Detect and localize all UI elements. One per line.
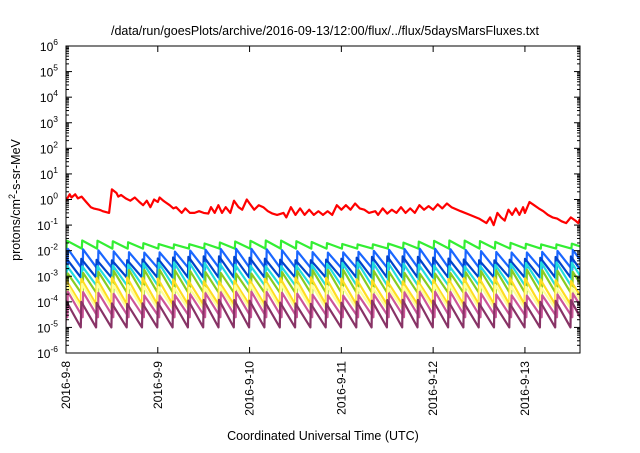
y-tick-label: 101 [40, 165, 58, 182]
y-tick-label: 10-1 [37, 216, 58, 233]
y-tick-label: 105 [40, 63, 58, 80]
y-tick-label: 104 [40, 88, 58, 105]
y-tick-label: 10-2 [37, 242, 58, 259]
series-line [66, 239, 580, 250]
y-axis-label-base: protons/cm [9, 199, 23, 261]
y-tick-label: 10-3 [37, 267, 58, 284]
y-axis: 10-6 10-5 10-4 10-3 10-2 10-1 100 101 102 103 104 1… [37, 37, 580, 361]
y-tick-label: 106 [40, 37, 58, 54]
y-axis-label-sup: 2 [7, 194, 17, 199]
x-tick-label: 2016-9-12 [426, 361, 440, 416]
x-tick-label: 2016-9-11 [334, 361, 348, 415]
x-tick-label: 2016-9-10 [243, 361, 257, 416]
chart-title: /data/run/goesPlots/archive/2016-09-13/1… [111, 24, 540, 38]
plot-area [66, 188, 580, 329]
x-tick-label: 2016-9-8 [59, 361, 73, 409]
x-tick-label: 2016-9-13 [518, 361, 532, 416]
series-line [66, 298, 580, 329]
y-tick-label: 100 [40, 191, 58, 208]
series-line [66, 188, 580, 227]
y-axis-label-rest: -s-sr-MeV [9, 138, 23, 194]
y-tick-label: 102 [40, 139, 58, 156]
y-tick-label: 103 [40, 114, 58, 131]
y-axis-label: protons/cm2-s-sr-MeV [7, 138, 23, 260]
x-tick-label: 2016-9-9 [151, 361, 165, 409]
x-axis-label: Coordinated Universal Time (UTC) [227, 429, 419, 443]
x-axis: 2016-9-8 2016-9-9 2016-9-10 2016-9-11 2016-9… [59, 46, 532, 416]
y-tick-label: 10-4 [37, 293, 58, 310]
y-tick-label: 10-6 [37, 344, 58, 361]
y-tick-label: 10-5 [37, 318, 58, 335]
